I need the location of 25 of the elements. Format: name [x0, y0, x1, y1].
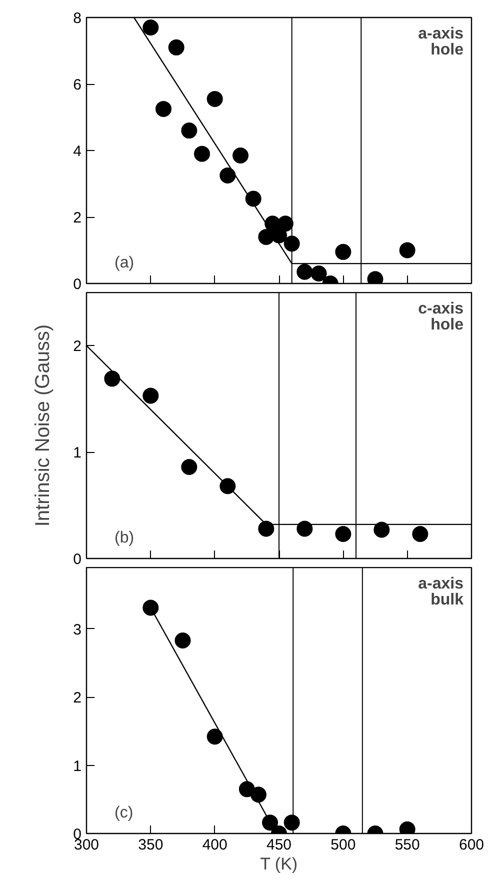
y-tick-label: 2 — [73, 690, 82, 707]
x-tick-label: 400 — [202, 836, 228, 854]
x-axis-title: T (K) — [260, 854, 298, 874]
y-tick-label: 1 — [73, 444, 82, 462]
y-tick-label: 8 — [73, 10, 82, 27]
y-tick-label: 2 — [73, 210, 82, 226]
x-tick-label: 450 — [266, 836, 292, 854]
y-tick-label: 1 — [73, 758, 82, 775]
annotation: (a) — [114, 254, 134, 272]
y-tick-label: 3 — [73, 621, 82, 638]
x-tick-label: 550 — [394, 836, 420, 854]
x-tick-label: 600 — [458, 836, 484, 854]
y-tick-label: 2 — [73, 338, 82, 356]
annotation: a-axis bulk — [418, 576, 464, 609]
annotation: c-axis hole — [418, 300, 464, 334]
x-tick-label: 350 — [138, 836, 164, 854]
annotation: (b) — [114, 530, 134, 546]
y-tick-label: 0 — [73, 551, 82, 568]
y-axis-title: Intrinsic Noise (Gauss) — [32, 324, 54, 527]
y-tick-label: 0 — [73, 276, 82, 293]
annotation: (c) — [114, 804, 134, 822]
y-tick-label: 6 — [73, 76, 82, 94]
y-tick-label: 4 — [73, 143, 82, 160]
x-tick-label: 500 — [330, 836, 356, 854]
annotation: a-axis hole — [418, 26, 464, 59]
